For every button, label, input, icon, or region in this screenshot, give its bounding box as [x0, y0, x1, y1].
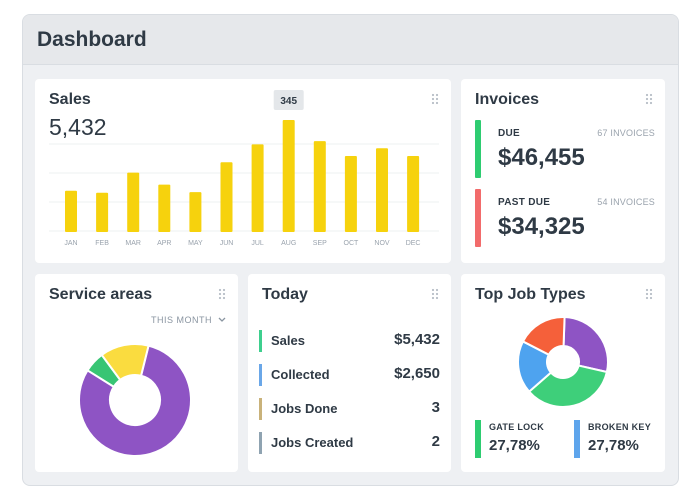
due-label: DUE [498, 128, 521, 139]
due-count: 67 INVOICES [597, 128, 655, 138]
legend-gate-lock: GATE LOCK 27,78% [475, 420, 565, 460]
past-due-count: 54 INVOICES [597, 197, 655, 207]
today-value: $2,650 [394, 365, 440, 382]
row-indicator [259, 330, 262, 352]
bar-nov[interactable] [376, 148, 388, 232]
today-value: 2 [431, 433, 440, 450]
bar-aug[interactable] [282, 120, 295, 232]
bar-mar[interactable] [127, 172, 140, 232]
today-value: 3 [431, 399, 440, 416]
header: Dashboard [23, 15, 678, 65]
drag-handle-icon[interactable] [431, 93, 439, 105]
tick-label: APR [157, 240, 171, 247]
legend-broken-key: BROKEN KEY 27,78% [574, 420, 664, 460]
sales-title: Sales [49, 91, 91, 108]
today-title: Today [262, 286, 308, 303]
tick-label: JUN [220, 240, 234, 247]
tick-label: AUG [281, 240, 296, 247]
tick-label: JUL [251, 240, 264, 247]
past-due-label: PAST DUE [498, 197, 551, 208]
tick-label: OCT [344, 240, 360, 247]
legend-value: 27,78% [588, 437, 639, 454]
tooltip [273, 90, 304, 110]
row-indicator [259, 432, 262, 454]
chevron-down-icon [218, 317, 226, 322]
service-area-slice-2[interactable] [100, 343, 150, 382]
service-areas-donut [78, 343, 192, 457]
due-amount: $46,455 [498, 144, 585, 171]
top-job-types-card: Top Job Types GATE LOCK 27,78% BROKEN KE… [461, 274, 665, 472]
bar-oct[interactable] [344, 156, 357, 232]
past-due-amount: $34,325 [498, 213, 585, 240]
bar-feb[interactable] [96, 192, 109, 232]
legend-label: GATE LOCK [489, 422, 545, 432]
today-row-jobs-done[interactable]: Jobs Done 3 [259, 398, 440, 420]
tick-label: JAN [64, 240, 77, 247]
today-row-collected[interactable]: Collected $2,650 [259, 364, 440, 386]
drag-handle-icon[interactable] [431, 288, 439, 300]
legend-label: BROKEN KEY [588, 422, 652, 432]
bar-sep[interactable] [313, 141, 326, 232]
today-label: Sales [271, 333, 305, 348]
legend-swatch [574, 420, 580, 458]
job-type-slice-3[interactable] [521, 316, 566, 357]
tick-label: SEP [313, 240, 327, 247]
invoice-due[interactable]: DUE 67 INVOICES $46,455 [475, 120, 655, 178]
drag-handle-icon[interactable] [645, 288, 653, 300]
tick-label: NOV [374, 240, 390, 247]
tooltip-value: 345 [280, 96, 297, 107]
due-indicator [475, 120, 481, 178]
sales-total: 5,432 [49, 114, 107, 140]
sales-bar-chart: JAN FEB MAR APR MAY JUN JUL AUG SEP OCT NOV DEC 345 [49, 90, 439, 247]
invoices-card: Invoices DUE 67 INVOICES $46,455 PAST DU… [461, 79, 665, 263]
page-title: Dashboard [37, 28, 147, 51]
job-type-slice-0[interactable] [562, 315, 609, 374]
tick-label: DEC [406, 240, 421, 247]
bar-apr[interactable] [158, 184, 171, 232]
legend-value: 27,78% [489, 437, 540, 454]
today-row-sales[interactable]: Sales $5,432 [259, 330, 440, 352]
tick-label: MAR [125, 240, 141, 247]
today-card: Today Sales $5,432 Collected $2,650 Jobs… [248, 274, 451, 472]
job-types-title: Top Job Types [475, 286, 586, 303]
today-row-jobs-created[interactable]: Jobs Created 2 [259, 432, 440, 454]
month-filter-dropdown[interactable]: THIS MONTH [151, 315, 226, 325]
past-due-indicator [475, 189, 481, 247]
today-label: Collected [271, 367, 330, 382]
service-areas-card: Service areas THIS MONTH [35, 274, 238, 472]
service-area-slice-0[interactable] [78, 344, 192, 457]
drag-handle-icon[interactable] [645, 93, 653, 105]
invoice-past-due[interactable]: PAST DUE 54 INVOICES $34,325 [475, 189, 655, 247]
service-areas-title: Service areas [49, 286, 153, 303]
tick-label: MAY [188, 240, 203, 247]
month-filter-label: THIS MONTH [151, 315, 212, 325]
bar-jun[interactable] [220, 162, 233, 232]
today-label: Jobs Done [271, 401, 338, 416]
legend-swatch [475, 420, 481, 458]
bar-jan[interactable] [65, 190, 77, 232]
today-label: Jobs Created [271, 435, 354, 450]
row-indicator [259, 364, 262, 386]
bar-may[interactable] [189, 192, 202, 232]
drag-handle-icon[interactable] [218, 288, 226, 300]
today-value: $5,432 [394, 331, 440, 348]
tick-label: FEB [95, 240, 109, 247]
invoices-title: Invoices [475, 91, 540, 108]
job-types-donut [517, 315, 609, 408]
sales-card: Sales 5,432 JAN FEB MAR APR MAY JUN JUL AUG SEP O… [35, 79, 451, 263]
row-indicator [259, 398, 262, 420]
bar-jul[interactable] [251, 144, 264, 232]
bar-dec[interactable] [407, 156, 420, 232]
